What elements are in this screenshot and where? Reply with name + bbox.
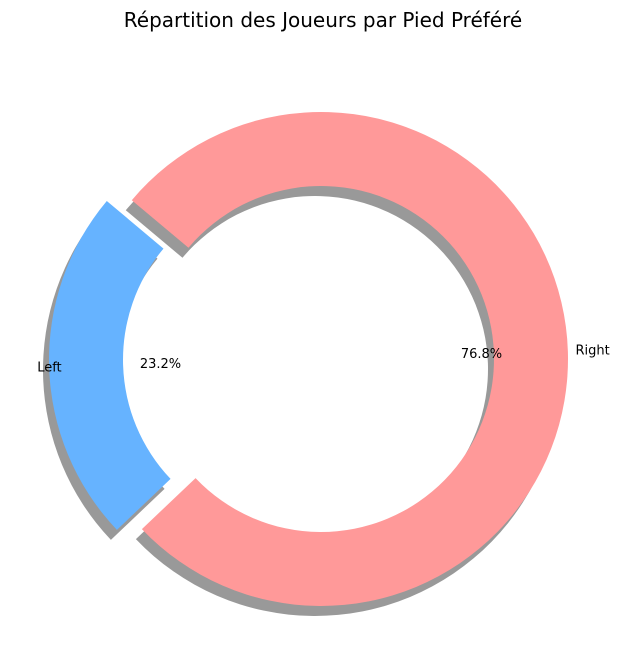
slice-label-right: Right — [575, 344, 609, 359]
slice-right — [131, 111, 568, 606]
chart-title: Répartition des Joueurs par Pied Préféré — [124, 8, 522, 32]
slice-left — [49, 200, 171, 530]
label-layer: Left 23.2% Right 76.8% — [37, 344, 609, 376]
pct-label-right: 76.8% — [461, 347, 502, 362]
slice-layer — [49, 111, 568, 606]
pct-label-left: 23.2% — [140, 357, 181, 372]
slice-label-left: Left — [37, 360, 61, 375]
